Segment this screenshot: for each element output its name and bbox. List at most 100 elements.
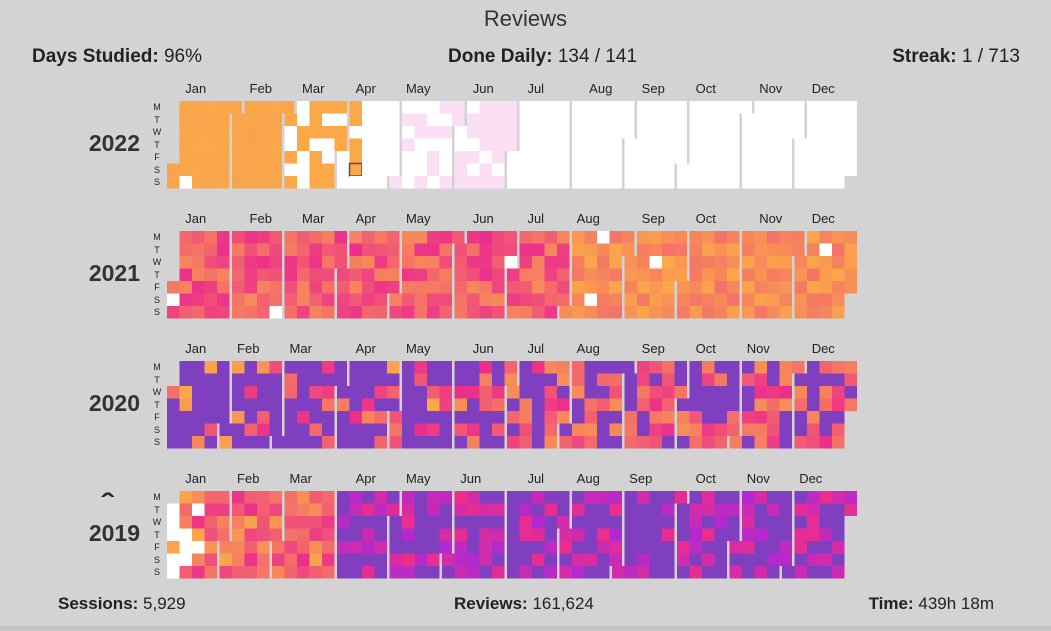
day-cell[interactable] (284, 151, 298, 164)
day-cell[interactable] (637, 293, 650, 307)
day-cell[interactable] (244, 101, 258, 114)
day-cell[interactable] (479, 423, 493, 437)
day-cell[interactable] (782, 566, 795, 579)
day-cell[interactable] (779, 411, 793, 424)
day-cell[interactable] (624, 176, 638, 189)
day-cell[interactable] (584, 101, 598, 114)
day-cell[interactable] (794, 423, 808, 437)
day-cell[interactable] (609, 101, 623, 114)
day-cell[interactable] (819, 398, 833, 412)
day-cell[interactable] (507, 491, 520, 504)
day-cell[interactable] (597, 126, 610, 139)
day-cell[interactable] (374, 491, 388, 504)
day-cell[interactable] (387, 398, 400, 412)
day-cell[interactable] (297, 566, 310, 579)
day-cell[interactable] (779, 176, 793, 189)
day-cell[interactable] (492, 398, 505, 412)
day-cell[interactable] (414, 163, 428, 177)
day-cell[interactable] (269, 151, 283, 164)
day-cell[interactable] (714, 528, 728, 542)
day-cell[interactable] (557, 373, 570, 387)
day-cell[interactable] (269, 503, 283, 517)
day-cell[interactable] (819, 293, 833, 307)
day-cell[interactable] (297, 491, 310, 504)
day-cell[interactable] (794, 503, 808, 517)
day-cell[interactable] (439, 423, 453, 437)
day-cell[interactable] (349, 176, 363, 189)
day-cell[interactable] (297, 541, 310, 554)
day-cell[interactable] (519, 423, 533, 437)
day-cell[interactable] (689, 293, 703, 307)
day-cell[interactable] (754, 541, 768, 554)
day-cell[interactable] (584, 566, 598, 579)
day-cell[interactable] (387, 151, 400, 164)
day-cell[interactable] (322, 386, 335, 399)
day-cell[interactable] (572, 566, 585, 579)
day-cell[interactable] (507, 411, 520, 424)
day-cell[interactable] (519, 516, 533, 529)
day-cell[interactable] (544, 411, 558, 424)
day-cell[interactable] (179, 423, 193, 437)
day-cell[interactable] (689, 541, 703, 554)
day-cell[interactable] (217, 151, 230, 164)
day-cell[interactable] (349, 113, 363, 127)
day-cell[interactable] (232, 138, 245, 152)
day-cell[interactable] (244, 268, 258, 282)
day-cell[interactable] (454, 528, 468, 542)
day-cell[interactable] (402, 541, 415, 554)
day-cell[interactable] (609, 176, 623, 189)
day-cell[interactable] (322, 268, 335, 282)
day-cell[interactable] (584, 411, 598, 424)
day-cell[interactable] (439, 398, 453, 412)
day-cell[interactable] (597, 101, 610, 114)
day-cell[interactable] (807, 361, 820, 374)
day-cell[interactable] (649, 386, 663, 399)
day-cell[interactable] (597, 566, 610, 579)
day-cell[interactable] (192, 361, 205, 374)
day-cell[interactable] (492, 386, 505, 399)
day-cell[interactable] (389, 293, 403, 307)
day-cell[interactable] (439, 176, 453, 189)
day-cell[interactable] (754, 138, 768, 152)
day-cell[interactable] (427, 126, 440, 139)
day-cell[interactable] (427, 436, 440, 449)
day-cell[interactable] (662, 503, 675, 517)
day-cell[interactable] (714, 423, 728, 437)
day-cell[interactable] (609, 386, 623, 399)
day-cell[interactable] (677, 163, 690, 177)
day-cell[interactable] (204, 101, 218, 114)
day-cell[interactable] (479, 231, 493, 244)
day-cell[interactable] (754, 268, 768, 282)
day-cell[interactable] (714, 306, 728, 319)
day-cell[interactable] (179, 243, 193, 257)
day-cell[interactable] (597, 293, 610, 307)
day-cell[interactable] (689, 163, 703, 177)
day-cell[interactable] (402, 386, 415, 399)
day-cell[interactable] (467, 163, 480, 177)
day-cell[interactable] (597, 151, 610, 164)
day-cell[interactable] (742, 281, 755, 294)
day-cell[interactable] (284, 113, 298, 127)
day-cell[interactable] (624, 293, 638, 307)
day-cell[interactable] (492, 268, 505, 282)
day-cell[interactable] (674, 361, 688, 374)
day-cell[interactable] (452, 231, 465, 244)
day-cell[interactable] (819, 516, 833, 529)
day-cell[interactable] (742, 516, 755, 529)
day-cell[interactable] (349, 281, 363, 294)
day-cell[interactable] (192, 423, 205, 437)
day-cell[interactable] (167, 436, 180, 449)
day-cell[interactable] (349, 528, 363, 542)
day-cell[interactable] (334, 256, 348, 269)
day-cell[interactable] (844, 138, 858, 152)
day-cell[interactable] (742, 176, 755, 189)
day-cell[interactable] (677, 541, 690, 554)
day-cell[interactable] (584, 528, 598, 542)
day-cell[interactable] (689, 398, 703, 412)
day-cell[interactable] (532, 126, 545, 139)
day-cell[interactable] (597, 411, 610, 424)
day-cell[interactable] (832, 231, 845, 244)
day-cell[interactable] (742, 553, 755, 567)
day-cell[interactable] (284, 231, 298, 244)
day-cell[interactable] (179, 231, 193, 244)
